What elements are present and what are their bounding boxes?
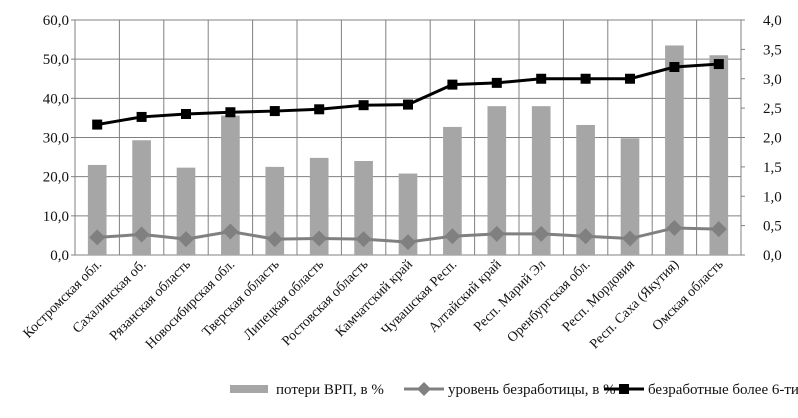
point-long-term-unemployed xyxy=(536,73,547,84)
bar-vrp-loss xyxy=(176,167,196,255)
point-unemployment xyxy=(444,228,461,245)
point-unemployment xyxy=(488,225,505,242)
point-unemployment xyxy=(622,230,638,247)
y-left-tick-label: 60,0 xyxy=(43,13,69,29)
point-unemployment xyxy=(355,231,372,248)
point-long-term-unemployed xyxy=(358,100,369,111)
legend-label: потери ВРП, в % xyxy=(276,382,384,398)
bar-vrp-loss xyxy=(221,115,240,255)
legend-swatch-square xyxy=(619,384,629,394)
legend-label: безработные более 6-ти месяцев, в % xyxy=(648,382,798,398)
point-long-term-unemployed xyxy=(491,77,502,88)
x-category-label: Ростовская область xyxy=(279,257,371,349)
bar-vrp-loss xyxy=(398,173,418,255)
bar-vrp-loss xyxy=(576,124,595,255)
bar-layer xyxy=(87,45,729,256)
x-category-label: Оренбургская обл. xyxy=(505,257,594,346)
bar-vrp-loss xyxy=(665,45,684,256)
point-long-term-unemployed xyxy=(225,107,236,118)
bar-vrp-loss xyxy=(487,106,507,256)
point-unemployment xyxy=(710,221,727,238)
y-right-tick-label: 2,0 xyxy=(763,131,782,147)
x-category-label: Костромская обл. xyxy=(21,257,105,341)
point-unemployment xyxy=(533,225,550,242)
bar-vrp-loss xyxy=(354,161,373,255)
point-long-term-unemployed xyxy=(269,106,280,117)
y-right-tick-label: 3,0 xyxy=(763,72,782,88)
point-unemployment xyxy=(89,229,106,246)
point-unemployment xyxy=(666,219,683,236)
bar-vrp-loss xyxy=(309,157,329,255)
point-long-term-unemployed xyxy=(713,59,724,70)
axis-layer xyxy=(71,19,745,256)
legend-swatch-diamond xyxy=(417,382,431,396)
point-unemployment xyxy=(577,228,594,245)
point-long-term-unemployed xyxy=(447,79,458,90)
point-unemployment xyxy=(266,231,283,248)
point-long-term-unemployed xyxy=(181,109,191,119)
y-left-tick-label: 0,0 xyxy=(50,248,69,264)
bar-vrp-loss xyxy=(620,138,640,255)
y-right-tick-label: 4,0 xyxy=(763,13,782,29)
point-unemployment xyxy=(400,234,416,251)
bar-vrp-loss xyxy=(87,164,107,255)
line-layer xyxy=(89,59,727,251)
y-right-tick-label: 3,5 xyxy=(763,42,782,58)
x-category-label: Тверская область xyxy=(200,257,283,340)
y-right-tick-label: 1,5 xyxy=(763,160,782,176)
legend-layer: потери ВРП, в % уровень безработицы, в % б… xyxy=(230,382,798,398)
point-long-term-unemployed xyxy=(625,73,635,84)
bar-vrp-loss xyxy=(443,126,462,255)
y-left-tick-label: 40,0 xyxy=(43,91,69,107)
y-right-tick-label: 1,0 xyxy=(763,189,782,205)
point-long-term-unemployed xyxy=(314,104,325,115)
x-category-label: Камчатский край xyxy=(333,257,416,340)
y-left-tick-label: 20,0 xyxy=(43,170,69,186)
x-category-label: Чувашская Респ. xyxy=(379,257,460,338)
y-right-tick-label: 2,5 xyxy=(763,101,782,117)
y-left-tick-label: 30,0 xyxy=(43,131,69,147)
point-long-term-unemployed xyxy=(669,62,680,72)
bar-vrp-loss xyxy=(132,140,151,255)
point-unemployment xyxy=(222,223,239,240)
y-left-tick-label: 10,0 xyxy=(43,209,69,225)
legend-swatch-bar xyxy=(230,385,268,393)
legend-label: уровень безработицы, в % xyxy=(448,382,616,398)
point-unemployment xyxy=(311,230,328,247)
y-left-tick-label: 50,0 xyxy=(43,52,69,68)
y-right-tick-label: 0,5 xyxy=(763,219,782,235)
x-category-label: Липецкая область xyxy=(241,257,327,343)
x-category-label: Рязанская область xyxy=(107,257,194,344)
point-long-term-unemployed xyxy=(92,119,103,130)
point-long-term-unemployed xyxy=(580,73,591,84)
point-unemployment xyxy=(133,226,150,243)
bar-vrp-loss xyxy=(709,55,729,255)
point-unemployment xyxy=(178,231,194,248)
bar-vrp-loss xyxy=(531,106,551,256)
point-long-term-unemployed xyxy=(136,111,147,122)
y-right-tick-label: 0,0 xyxy=(763,248,782,264)
bar-vrp-loss xyxy=(265,166,285,255)
point-long-term-unemployed xyxy=(403,99,413,110)
